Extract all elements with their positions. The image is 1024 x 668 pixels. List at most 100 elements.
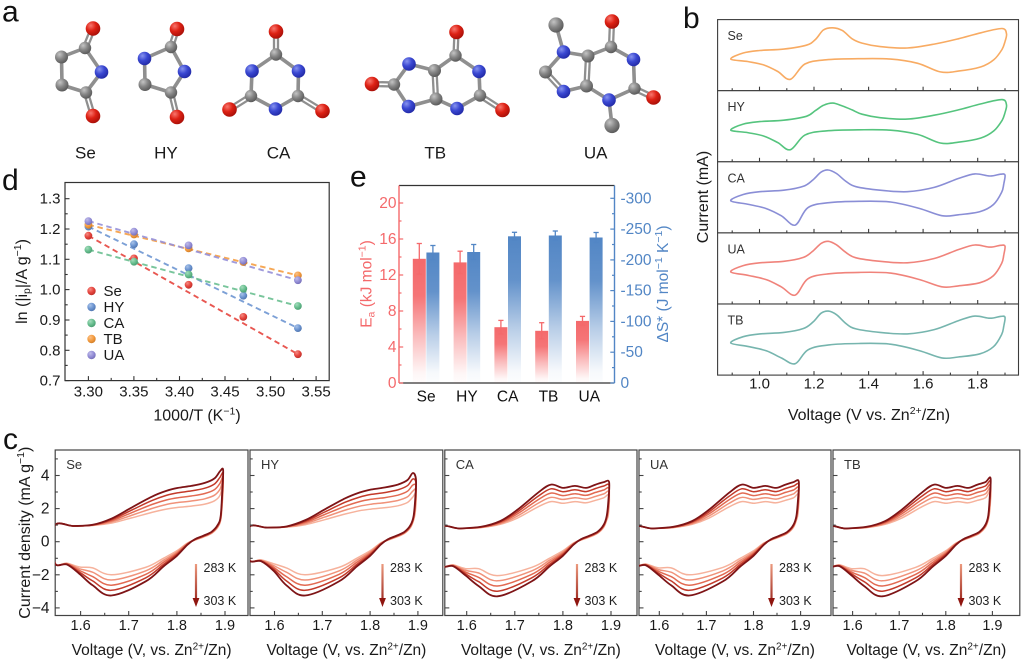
svg-text:e: e [350, 161, 367, 194]
svg-text:1.0: 1.0 [749, 376, 770, 393]
svg-text:TB: TB [424, 144, 446, 163]
svg-text:Ea (kJ mol−1): Ea (kJ mol−1) [357, 240, 378, 328]
svg-text:-300: -300 [621, 190, 652, 207]
svg-text:HY: HY [154, 144, 178, 163]
svg-text:1.9: 1.9 [601, 618, 621, 634]
svg-text:CA: CA [104, 315, 125, 332]
svg-text:Voltage (V vs. Zn2+/Zn): Voltage (V vs. Zn2+/Zn) [788, 405, 950, 424]
svg-text:HY: HY [728, 100, 746, 114]
svg-text:1.8: 1.8 [936, 618, 956, 634]
svg-text:1.8: 1.8 [167, 618, 187, 634]
svg-text:283 K: 283 K [969, 561, 1002, 575]
svg-text:3.55: 3.55 [301, 384, 330, 401]
svg-text:HY: HY [104, 299, 125, 316]
svg-text:283 K: 283 K [390, 561, 423, 575]
svg-text:1.4: 1.4 [858, 376, 879, 393]
svg-text:2: 2 [41, 501, 50, 518]
svg-text:-250: -250 [621, 221, 652, 238]
svg-text:283 K: 283 K [585, 561, 618, 575]
svg-text:0.9: 0.9 [40, 312, 61, 329]
svg-text:0: 0 [621, 375, 630, 392]
svg-text:1.9: 1.9 [408, 618, 428, 634]
svg-text:4: 4 [388, 339, 397, 356]
svg-text:3.30: 3.30 [74, 384, 103, 401]
svg-text:1.2: 1.2 [804, 376, 825, 393]
svg-text:Current (mA): Current (mA) [695, 151, 712, 243]
svg-text:UA: UA [584, 144, 608, 163]
svg-text:3.40: 3.40 [165, 384, 194, 401]
svg-text:Voltage (V, vs. Zn2+/Zn): Voltage (V, vs. Zn2+/Zn) [72, 642, 232, 660]
svg-text:1.6: 1.6 [264, 618, 284, 634]
svg-text:1.9: 1.9 [215, 618, 235, 634]
svg-text:UA: UA [579, 389, 601, 406]
svg-text:1.2: 1.2 [40, 221, 61, 238]
svg-text:-150: -150 [621, 283, 652, 300]
svg-text:TB: TB [844, 457, 861, 472]
svg-text:Voltage (V, vs. Zn2+/Zn): Voltage (V, vs. Zn2+/Zn) [266, 642, 426, 660]
svg-text:1.7: 1.7 [889, 618, 909, 634]
svg-text:1.6: 1.6 [913, 376, 934, 393]
svg-text:Voltage (V, vs. Zn2+/Zn): Voltage (V, vs. Zn2+/Zn) [461, 642, 621, 660]
svg-text:−4: −4 [32, 600, 50, 617]
svg-text:1.7: 1.7 [696, 618, 716, 634]
svg-text:1.8: 1.8 [360, 618, 380, 634]
svg-text:Voltage (V, vs. Zn2+/Zn): Voltage (V, vs. Zn2+/Zn) [655, 642, 815, 660]
svg-text:1.8: 1.8 [743, 618, 763, 634]
svg-text:1.6: 1.6 [71, 618, 91, 634]
svg-text:1.3: 1.3 [40, 191, 61, 208]
svg-text:1.9: 1.9 [982, 618, 1002, 634]
svg-text:TB: TB [104, 331, 123, 348]
svg-text:-100: -100 [621, 313, 652, 330]
svg-text:3.50: 3.50 [256, 384, 285, 401]
svg-text:CA: CA [267, 144, 291, 163]
svg-text:Se: Se [728, 29, 743, 43]
svg-text:0.7: 0.7 [40, 373, 61, 390]
svg-text:303 K: 303 K [204, 594, 237, 608]
svg-text:Se: Se [104, 283, 122, 300]
svg-text:3.45: 3.45 [210, 384, 239, 401]
svg-text:1000/T (K−1): 1000/T (K−1) [153, 406, 240, 425]
svg-text:ln (|ip|/A g−1): ln (|ip|/A g−1) [12, 239, 33, 324]
svg-text:1.6: 1.6 [649, 618, 669, 634]
svg-text:0.8: 0.8 [40, 342, 61, 359]
svg-text:1.8: 1.8 [553, 618, 573, 634]
svg-text:-50: -50 [621, 344, 644, 361]
svg-text:HY: HY [261, 457, 279, 472]
svg-text:Se: Se [417, 389, 436, 406]
svg-text:1.6: 1.6 [457, 618, 477, 634]
svg-text:UA: UA [728, 242, 746, 256]
svg-text:CA: CA [728, 171, 746, 185]
svg-text:1.9: 1.9 [791, 618, 811, 634]
svg-text:CA: CA [497, 389, 519, 406]
svg-text:TB: TB [728, 314, 744, 328]
svg-text:1.1: 1.1 [40, 251, 61, 268]
svg-text:1.7: 1.7 [505, 618, 525, 634]
svg-text:a: a [2, 0, 19, 29]
svg-text:16: 16 [379, 231, 396, 248]
svg-text:CA: CA [456, 457, 474, 472]
svg-text:1.8: 1.8 [967, 376, 988, 393]
svg-text:303 K: 303 K [585, 594, 618, 608]
svg-text:4: 4 [41, 468, 50, 485]
svg-text:1.0: 1.0 [40, 282, 61, 299]
svg-text:HY: HY [456, 389, 478, 406]
svg-text:c: c [3, 423, 18, 456]
svg-text:Voltage (V, vs. Zn2+/Zn): Voltage (V, vs. Zn2+/Zn) [846, 642, 1006, 660]
svg-text:303 K: 303 K [390, 594, 423, 608]
svg-text:UA: UA [104, 347, 125, 364]
svg-text:20: 20 [379, 195, 397, 212]
svg-text:−2: −2 [32, 567, 50, 584]
svg-text:d: d [2, 164, 19, 197]
svg-text:UA: UA [650, 457, 668, 472]
svg-text:ΔS* (J mol−1 K−1): ΔS* (J mol−1 K−1) [653, 225, 672, 342]
svg-text:Se: Se [75, 144, 96, 163]
svg-text:-200: -200 [621, 252, 652, 269]
svg-text:0: 0 [388, 375, 397, 392]
svg-text:1.7: 1.7 [119, 618, 139, 634]
svg-text:1.7: 1.7 [312, 618, 332, 634]
svg-text:283 K: 283 K [204, 561, 237, 575]
svg-text:303 K: 303 K [969, 594, 1002, 608]
svg-text:303 K: 303 K [779, 594, 812, 608]
svg-text:12: 12 [379, 267, 396, 284]
svg-text:Se: Se [66, 457, 82, 472]
